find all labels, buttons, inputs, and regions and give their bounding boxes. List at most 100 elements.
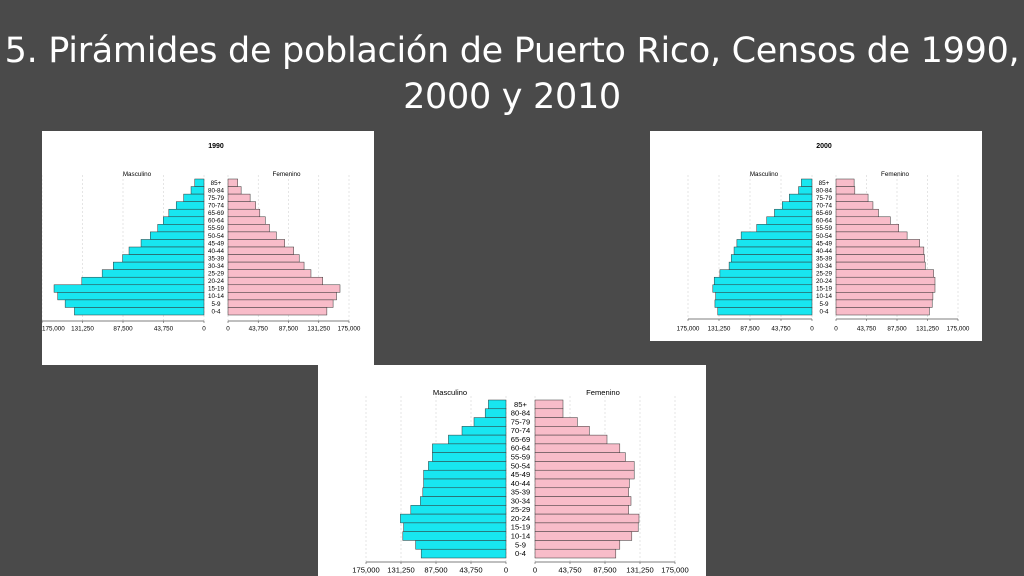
male-bar-5-9 <box>415 540 507 550</box>
age-label: 25-29 <box>816 271 833 278</box>
age-label: 75-79 <box>208 195 225 202</box>
male-bar-15-19 <box>403 522 507 532</box>
male-bar-55-59 <box>157 224 205 233</box>
age-label: 60-64 <box>511 444 530 453</box>
female-bar-15-19 <box>835 284 936 293</box>
female-bar-30-34 <box>227 261 305 270</box>
male-bar-70-74 <box>781 201 813 210</box>
female-bar-45-49 <box>835 239 920 248</box>
female-bar-35-39 <box>835 254 925 263</box>
x-tick-label: 87,500 <box>279 325 299 332</box>
female-bar-30-34 <box>835 261 926 270</box>
female-bar-85+ <box>835 178 855 187</box>
female-label: Femenino <box>881 171 909 178</box>
age-label: 80-84 <box>208 187 225 194</box>
male-bar-35-39 <box>122 254 205 263</box>
male-bar-85+ <box>488 399 507 410</box>
x-tick-label: 175,000 <box>42 325 65 332</box>
female-bar-65-69 <box>835 208 879 218</box>
male-bar-65-69 <box>774 208 813 218</box>
female-bar-85+ <box>227 178 238 187</box>
age-label: 0-4 <box>211 308 221 315</box>
female-bar-80-84 <box>227 186 242 195</box>
x-tick-label: 87,500 <box>593 566 616 575</box>
male-bar-35-39 <box>422 487 507 497</box>
age-label: 35-39 <box>208 255 225 262</box>
age-label: 60-64 <box>816 218 833 225</box>
male-bar-60-64 <box>163 216 205 225</box>
female-bar-80-84 <box>534 408 564 418</box>
chart-title-2000: 2000 <box>816 143 832 150</box>
female-bar-50-54 <box>227 231 277 240</box>
x-tick-label: 43,750 <box>771 325 791 332</box>
female-bar-5-9 <box>227 299 334 308</box>
x-tick-label: 87,500 <box>113 325 133 332</box>
pyramid-panel-1990: 1990 Masculino Femenino 85+ 80-84 75-79 70-74 6… <box>42 131 374 365</box>
x-tick-label: 175,000 <box>338 325 361 332</box>
age-label: 65-69 <box>816 210 833 217</box>
male-bar-40-44 <box>128 246 205 255</box>
age-label: 80-84 <box>816 187 833 194</box>
x-tick-label: 87,500 <box>424 566 447 575</box>
age-label: 50-54 <box>208 233 225 240</box>
x-tick-label: 87,500 <box>887 325 907 332</box>
pyramid-panel-2000: 2000 Masculino Femenino 85+ 80-84 75-79 70-74 6… <box>650 131 982 341</box>
x-tick-label: 43,750 <box>249 325 269 332</box>
age-label: 85+ <box>211 180 222 187</box>
male-bar-40-44 <box>733 246 813 255</box>
male-bar-75-79 <box>789 193 813 202</box>
age-label: 45-49 <box>816 240 833 247</box>
x-tick-label: 175,000 <box>661 566 688 575</box>
male-bar-45-49 <box>736 239 813 248</box>
age-label: 20-24 <box>816 278 833 285</box>
male-bar-30-34 <box>728 261 813 270</box>
age-label: 70-74 <box>208 203 225 210</box>
x-tick-label: 43,750 <box>857 325 877 332</box>
x-tick-label: 131,250 <box>626 566 653 575</box>
male-bar-45-49 <box>140 239 205 248</box>
female-bar-65-69 <box>534 434 608 445</box>
female-bar-50-54 <box>534 461 635 471</box>
chart-title-1990: 1990 <box>208 143 224 150</box>
male-bar-30-34 <box>420 496 507 506</box>
age-label: 40-44 <box>816 248 833 255</box>
age-label: 20-24 <box>208 278 225 285</box>
male-bar-0-4 <box>74 307 205 316</box>
male-bar-60-64 <box>432 443 507 453</box>
age-label: 75-79 <box>816 195 833 202</box>
female-bar-75-79 <box>534 417 578 427</box>
female-bar-5-9 <box>534 540 621 550</box>
age-label: 5-9 <box>211 301 221 308</box>
age-label: 0-4 <box>515 549 526 558</box>
male-bar-10-14 <box>715 292 813 301</box>
age-label: 15-19 <box>511 523 530 532</box>
age-label: 80-84 <box>511 409 530 418</box>
female-bar-60-64 <box>835 216 891 225</box>
female-bar-15-19 <box>227 284 341 293</box>
female-bar-20-24 <box>227 276 323 286</box>
female-bar-55-59 <box>534 452 626 462</box>
x-tick-label: 0 <box>533 566 537 575</box>
female-bar-30-34 <box>534 496 632 506</box>
age-label: 15-19 <box>816 286 833 293</box>
age-label: 10-14 <box>208 293 225 300</box>
female-bar-35-39 <box>534 487 629 497</box>
age-label: 40-44 <box>208 248 225 255</box>
female-bar-15-19 <box>534 522 639 532</box>
age-label: 85+ <box>514 400 527 409</box>
female-bar-25-29 <box>835 269 934 278</box>
female-bar-65-69 <box>227 208 261 218</box>
female-bar-55-59 <box>835 224 899 233</box>
male-bar-50-54 <box>428 461 507 471</box>
x-tick-label: 131,250 <box>71 325 94 332</box>
age-label: 45-49 <box>208 240 225 247</box>
x-tick-label: 43,750 <box>459 566 482 575</box>
male-label: Masculino <box>433 388 467 397</box>
age-label: 35-39 <box>511 488 530 497</box>
male-bar-30-34 <box>113 261 205 270</box>
age-label: 20-24 <box>511 514 530 523</box>
age-label: 15-19 <box>208 286 225 293</box>
female-bar-60-64 <box>227 216 266 225</box>
x-tick-label: 175,000 <box>352 566 379 575</box>
